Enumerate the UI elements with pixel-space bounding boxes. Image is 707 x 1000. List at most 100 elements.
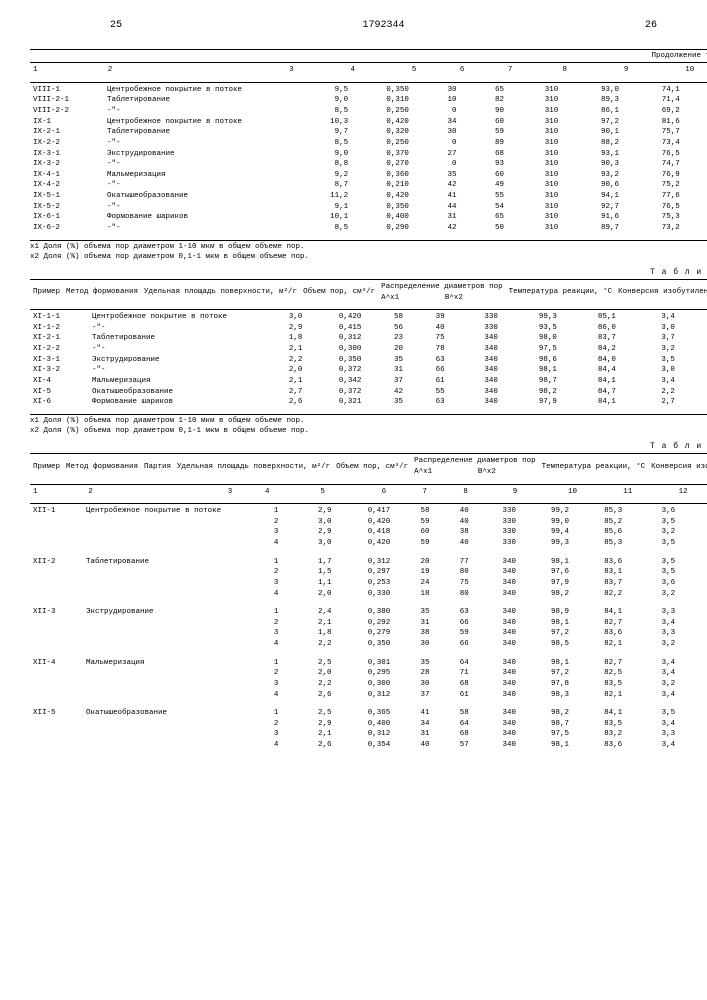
cell: 0,290 bbox=[351, 223, 412, 234]
cell: 99,4 bbox=[519, 527, 572, 538]
cell: 89,7 bbox=[561, 223, 622, 234]
cell: 340 bbox=[472, 628, 519, 639]
cell: 0,342 bbox=[305, 376, 364, 387]
cell: 98,2 bbox=[501, 387, 560, 398]
cell: 84,1 bbox=[560, 376, 619, 387]
cell: 66 bbox=[406, 365, 448, 376]
cell: 84,9 bbox=[678, 578, 707, 589]
cell: 2,9 bbox=[281, 506, 334, 517]
table5-header: Пример Метод формования Партия Удельная … bbox=[30, 456, 707, 477]
cell: XII-4 bbox=[30, 658, 83, 669]
col-num: 10 bbox=[565, 487, 620, 498]
cell: 97,8 bbox=[519, 679, 572, 690]
cell: 340 bbox=[472, 740, 519, 751]
cell: 34 bbox=[412, 117, 460, 128]
cell: 0,250 bbox=[351, 138, 412, 149]
cell: 3,0 bbox=[252, 312, 305, 323]
page-left: 25 bbox=[110, 20, 122, 32]
cell: 2,0 bbox=[281, 668, 334, 679]
cell: 31 bbox=[412, 212, 460, 223]
cell: 0,417 bbox=[334, 506, 393, 517]
col-header: 7 bbox=[505, 65, 560, 76]
col-num: 1 bbox=[30, 487, 85, 498]
cell: 85,2 bbox=[678, 344, 707, 355]
cell: 330 bbox=[472, 506, 519, 517]
cell: 6,1 bbox=[683, 127, 707, 138]
cell: 99,3 bbox=[501, 312, 560, 323]
cell: 0,370 bbox=[351, 149, 412, 160]
cell: IX-1 bbox=[30, 117, 104, 128]
cell: Окатышеобразование bbox=[104, 191, 290, 202]
cell: 31 bbox=[364, 365, 406, 376]
cell bbox=[83, 628, 246, 639]
cell: 310 bbox=[507, 85, 561, 96]
cell: 9,6 bbox=[683, 85, 707, 96]
cell: 35 bbox=[393, 658, 432, 669]
cell: 0,250 bbox=[351, 106, 412, 117]
col-header: 6 bbox=[457, 65, 505, 76]
table-row: 21,50,297198034097,683,13,584,5 bbox=[30, 567, 707, 578]
cell: 3,0 bbox=[619, 323, 678, 334]
t3-fn2: x2 Доля (%) объема пор диаметром 0,1-1 м… bbox=[30, 253, 707, 262]
cell: 82,7 bbox=[572, 658, 625, 669]
cell: 8,8 bbox=[290, 159, 351, 170]
cell: 0,420 bbox=[334, 538, 393, 549]
cell bbox=[83, 578, 246, 589]
cell: 93 bbox=[459, 159, 507, 170]
cell: 3,2 bbox=[625, 639, 678, 650]
t3-fn1: x1 Доля (%) объема пор диаметром 1-10 мк… bbox=[30, 243, 707, 252]
cell: 1,5 bbox=[281, 567, 334, 578]
cell: 2,9 bbox=[281, 719, 334, 730]
table-row: XI-3-2-"-2,00,372316634098,184,43,085,7 bbox=[30, 365, 707, 376]
cell: 85,3 bbox=[572, 538, 625, 549]
cell bbox=[30, 690, 83, 701]
cell: 8,5 bbox=[290, 106, 351, 117]
col-num: 7 bbox=[420, 487, 461, 498]
cell: 75,3 bbox=[622, 212, 683, 223]
cell: 0,270 bbox=[351, 159, 412, 170]
table4-body: XI-1-1Центробежное покрытие в потоке3,00… bbox=[30, 312, 707, 408]
cell: 3,6 bbox=[625, 578, 678, 589]
cell: 35 bbox=[364, 397, 406, 408]
cell: 65 bbox=[459, 85, 507, 96]
table-row: IX-6-2-"-8,50,290425031089,773,27,0 bbox=[30, 223, 707, 234]
cell: 99,3 bbox=[519, 538, 572, 549]
cell: 28 bbox=[393, 668, 432, 679]
cell: 2 bbox=[246, 618, 282, 629]
cell: 0,420 bbox=[334, 517, 393, 528]
cell: 340 bbox=[472, 690, 519, 701]
cell: 75 bbox=[433, 578, 472, 589]
cell: VIII-2-2 bbox=[30, 106, 104, 117]
cell: IX-5-2 bbox=[30, 202, 104, 213]
cell: Экструдирование bbox=[83, 607, 246, 618]
cell: 0,365 bbox=[334, 708, 393, 719]
cell: 340 bbox=[472, 708, 519, 719]
cell: 0,210 bbox=[351, 180, 412, 191]
cell: XII-2 bbox=[30, 557, 83, 568]
table-row: 32,10,312316834097,583,23,384,3 bbox=[30, 729, 707, 740]
cell: 23 bbox=[364, 333, 406, 344]
col-num: 5 bbox=[317, 487, 378, 498]
col-num: 12 bbox=[676, 487, 707, 498]
table-row: XI-3-1Экструдирование2,20,350356334098,6… bbox=[30, 355, 707, 366]
cell: 3,0 bbox=[619, 365, 678, 376]
cell bbox=[83, 679, 246, 690]
cell: 310 bbox=[507, 138, 561, 149]
cell: 81,6 bbox=[622, 117, 683, 128]
cell: 88,2 bbox=[561, 138, 622, 149]
cell: 61 bbox=[406, 376, 448, 387]
table-row: 42,60,354405734098,183,63,485,3 bbox=[30, 740, 707, 751]
cell: 58 bbox=[364, 312, 406, 323]
cell: 85,4 bbox=[678, 557, 707, 568]
cell: 77 bbox=[433, 557, 472, 568]
cell: 2,6 bbox=[281, 740, 334, 751]
cell: 94,1 bbox=[561, 191, 622, 202]
cell: IX-6-2 bbox=[30, 223, 104, 234]
cell: 340 bbox=[448, 397, 501, 408]
cell: 90,6 bbox=[561, 180, 622, 191]
cell: Таблетирование bbox=[104, 127, 290, 138]
cell: 1 bbox=[246, 708, 282, 719]
cell: 69,2 bbox=[622, 106, 683, 117]
cell: 82 bbox=[459, 95, 507, 106]
cell: 98,2 bbox=[519, 708, 572, 719]
